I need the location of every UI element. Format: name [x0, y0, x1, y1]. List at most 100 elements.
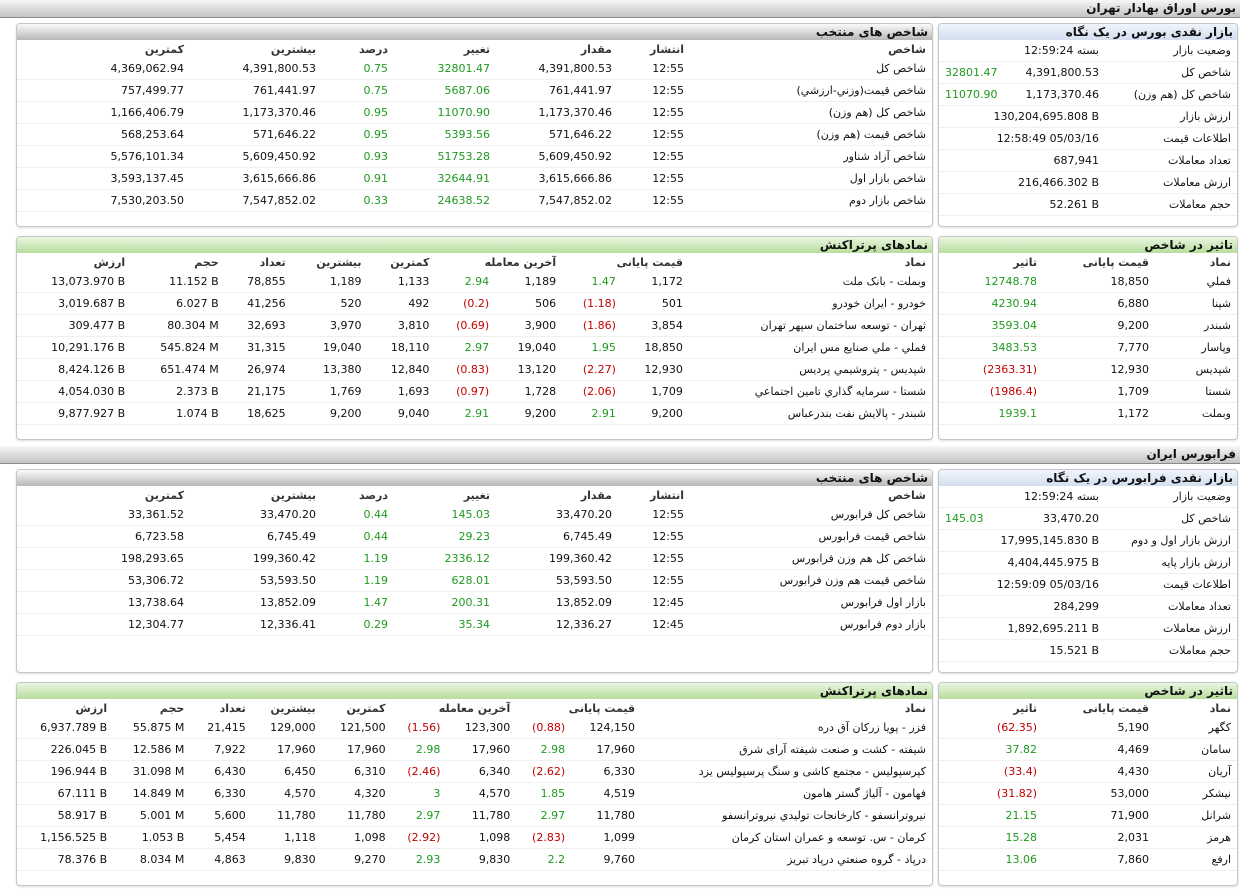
cell: 13,738.64 — [17, 591, 190, 614]
data-row: شیفته - کشت و صنعت شیفته آرای شرق 17,960 2… — [17, 738, 932, 761]
header-row: شاخص انتشار مقدار تغییر درصد بیشترین کمترین — [17, 40, 932, 58]
data-row: شاخص کل (هم وزن) 12:55 1,173,370.46 11070.9… — [17, 101, 932, 124]
cell: شبندر — [1155, 314, 1237, 337]
summary-panel-table: وضعیت بازار بسته 12:59:24 شاخص کل 4,391,800… — [939, 40, 1237, 216]
summary-panel: بازار نقدی بورس در یک نگاه وضعیت بازار بست… — [938, 23, 1238, 227]
cell: 5,454 — [190, 826, 252, 849]
cell: 9,200 — [1043, 314, 1155, 337]
cell: 0.95 — [322, 101, 394, 124]
cell: 198,293.65 — [17, 547, 190, 570]
cell: کرمان - س. توسعه و عمران استان کرمان — [641, 826, 932, 849]
cell: اطلاعات قیمت — [1105, 127, 1237, 150]
cell: 80.304 M — [131, 314, 225, 337]
cell: 15.28 — [939, 826, 1043, 849]
active-panel-column: نمادهای پرتراکنش نماد قیمت پایانی آخرین معا… — [16, 236, 933, 444]
cell: 5393.56 — [394, 123, 496, 146]
cell: 1.19 — [322, 547, 394, 570]
cell: شاخص کل فرابورس — [690, 504, 932, 526]
summary-row: وضعیت بازار بسته 12:59:24 — [939, 40, 1237, 62]
cell: 13,852.09 — [190, 591, 322, 614]
cell: 145.03 — [394, 504, 496, 526]
header-row: نماد قیمت پایانی آخرین معامله کمترین بیشترین… — [17, 699, 932, 717]
market-section: فرابورس ایران بازار نقدی فرابورس در یک نگ… — [0, 446, 1240, 892]
cell: 55.875 M — [113, 717, 191, 739]
cell: 12,930 — [1043, 358, 1155, 381]
header-row: نماد قیمت پایانی تاثیر — [939, 699, 1237, 717]
cell: 14.849 M — [113, 782, 191, 805]
active-panel-table: نماد قیمت پایانی آخرین معامله کمترین بیشترین… — [17, 253, 932, 425]
cell: 26,974 — [224, 358, 292, 381]
cell: 12,336.27 — [496, 613, 618, 636]
cell: 284,299 — [939, 595, 1105, 618]
cell: شاخص بازار اول — [690, 167, 932, 190]
cell: 757,499.77 — [17, 79, 190, 102]
cell: شرانل — [1155, 804, 1237, 827]
data-row: کرمان - س. توسعه و عمران استان کرمان 1,09… — [17, 826, 932, 849]
column-header: تاثیر — [1013, 255, 1037, 269]
cell: 4,391,800.53 — [496, 58, 618, 80]
data-row: شاخص قیمت(وزني-ارزشي) 12:55 761,441.97 5687… — [17, 79, 932, 102]
cell: 1,099 — [571, 826, 642, 849]
summary-row: شاخص کل 33,470.20 145.03 — [939, 507, 1237, 530]
cell: 12,840 — [367, 358, 436, 381]
cell: 9,830 — [251, 848, 322, 871]
cell: شاخص کل هم وزن فرابورس — [690, 547, 932, 570]
cell: 1.074 B — [131, 402, 225, 425]
cell: 7,530,203.50 — [17, 189, 190, 212]
cell: 18,110 — [367, 336, 436, 359]
cell: 1,892,695.211 B — [939, 617, 1105, 640]
cell: 18,625 — [224, 402, 292, 425]
cell: 6,340 — [446, 760, 517, 783]
data-row: فزر - پويا زركان آق دره 124,150 (0.88) 123,… — [17, 717, 932, 739]
cell: خودرو - ایران خودرو — [688, 292, 932, 315]
cell: 12:45 — [618, 591, 690, 614]
cell: 1.19 — [322, 569, 394, 592]
cell: 32801.47 — [394, 58, 496, 80]
indices-panel-table: شاخص انتشار مقدار تغییر درصد بیشترین کمترین شاخ… — [17, 40, 932, 212]
data-row: سامان 4,469 37.82 — [939, 738, 1237, 761]
cell: ارزش بازار پایه — [1105, 551, 1237, 574]
column-header: حجم — [159, 701, 185, 715]
data-row: خودرو - ایران خودرو 501 (1.18) 506 (0.2) 492 5… — [17, 292, 932, 315]
cell: 1.85 — [516, 782, 572, 805]
cell: (2.83) — [516, 826, 572, 849]
column-header: درصد — [359, 42, 388, 56]
column-header: آخرین معامله — [484, 255, 557, 269]
cell: 1.95 — [562, 336, 622, 359]
cell: شپدیس - پتروشیمي پردیس — [688, 358, 932, 381]
cell: 17,960 — [571, 738, 642, 761]
cell: حجم معاملات — [1105, 639, 1237, 662]
cell: 6,330 — [190, 782, 252, 805]
cell: 0.75 — [322, 58, 394, 80]
column-header: مقدار — [580, 42, 612, 56]
cell: 1.053 B — [113, 826, 191, 849]
cell: 12:55 — [618, 525, 690, 548]
cell: 33,470.20 — [496, 504, 618, 526]
cell: 11,780 — [251, 804, 322, 827]
cell: 4,320 — [321, 782, 392, 805]
cell: 32644.91 — [394, 167, 496, 190]
cell: 651.474 M — [131, 358, 225, 381]
cell: 19,040 — [495, 336, 563, 359]
data-row: كگهر 5,190 (62.35) — [939, 717, 1237, 739]
cell: 35.34 — [394, 613, 496, 636]
cell: 1,166,406.79 — [17, 101, 190, 124]
cell: 3,810 — [367, 314, 436, 337]
active-panel-column: نمادهای پرتراکنش نماد قیمت پایانی آخرین معا… — [16, 682, 933, 890]
cell: 12.586 M — [113, 738, 191, 761]
column-header: کمترین — [346, 701, 386, 715]
cell: 1,189 — [495, 271, 563, 293]
cell: 10,291.176 B — [17, 336, 132, 359]
data-row: شپدیس - پتروشیمي پردیس 12,930 (2.27) 13,120… — [17, 358, 932, 381]
data-row: کپرسپولیس - مجتمع کاشی و سنگ پرسپولیس یز… — [17, 760, 932, 783]
indices-panel: شاخص های منتخب شاخص انتشار مقدار تغییر درصد بی… — [16, 23, 933, 227]
cell: 761,441.97 — [190, 79, 322, 102]
panel-title: نمادهای پرتراکنش — [17, 237, 932, 253]
cell: 1,098 — [321, 826, 392, 849]
cell: شاخص قیمت (هم وزن) — [690, 123, 932, 146]
cell: 4,570 — [251, 782, 322, 805]
cell: 1,098 — [446, 826, 517, 849]
cell: 15.521 B — [939, 639, 1105, 662]
cell: (0.83) — [435, 358, 496, 381]
data-row: بازار دوم فرابورس 12:45 12,336.27 35.34 0.29… — [17, 613, 932, 636]
